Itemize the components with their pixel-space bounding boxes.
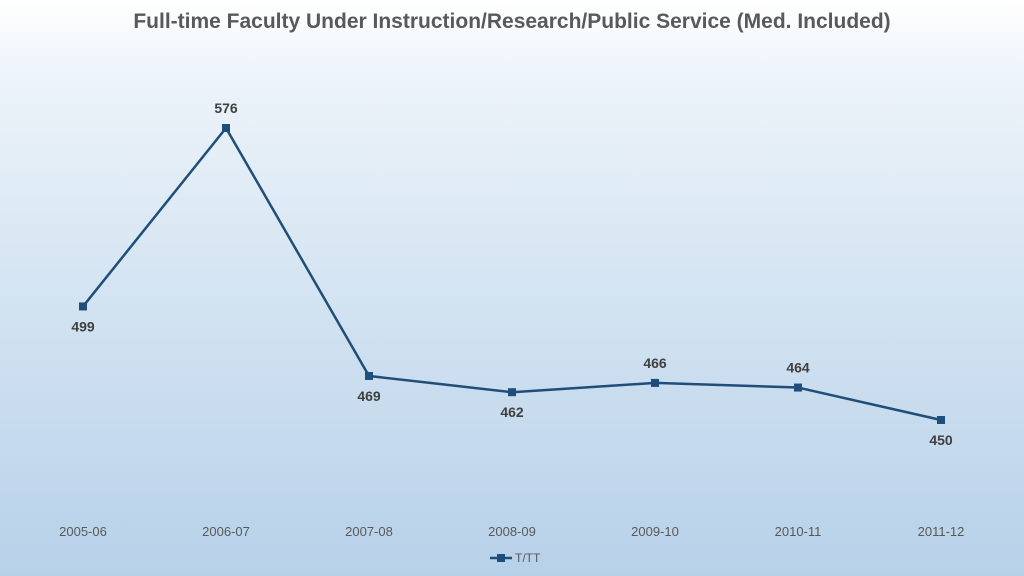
chart-title: Full-time Faculty Under Instruction/Rese… [133, 10, 891, 33]
legend-marker-t-tt [497, 554, 505, 562]
data-label-2011-12: 450 [929, 432, 953, 448]
data-point-2009-10 [651, 378, 659, 387]
data-label-2007-08: 469 [357, 388, 381, 404]
data-labels: 499 576 469 462 466 464 450 [71, 100, 953, 448]
data-point-2007-08 [365, 371, 373, 380]
legend-label-t-tt: T/TT [515, 551, 541, 565]
x-tick-label-2008-09: 2008-09 [488, 524, 536, 539]
x-tick-label-2005-06: 2005-06 [59, 524, 107, 539]
x-tick-label-2009-10: 2009-10 [631, 524, 679, 539]
legend: T/TT [490, 551, 541, 565]
data-point-2011-12 [937, 416, 945, 424]
series-t-tt [79, 124, 945, 424]
data-point-2008-09 [508, 388, 516, 397]
data-label-2009-10: 466 [643, 355, 667, 371]
x-tick-label-2011-12: 2011-12 [918, 524, 965, 539]
data-point-2005-06 [79, 302, 87, 311]
data-label-2010-11: 464 [786, 360, 810, 376]
data-label-2008-09: 462 [500, 404, 524, 420]
x-tick-label-2006-07: 2006-07 [202, 524, 250, 539]
x-axis-tick-labels: 2005-06 2006-07 2007-08 2008-09 2009-10 2010-… [59, 524, 964, 539]
series-line-t-tt [82, 126, 942, 422]
data-point-2006-07 [222, 124, 230, 132]
data-point-2010-11 [794, 383, 802, 392]
data-label-2005-06: 499 [71, 318, 95, 334]
x-tick-label-2010-11: 2010-11 [775, 524, 822, 539]
data-label-2006-07: 576 [214, 100, 238, 116]
x-tick-label-2007-08: 2007-08 [345, 524, 393, 539]
